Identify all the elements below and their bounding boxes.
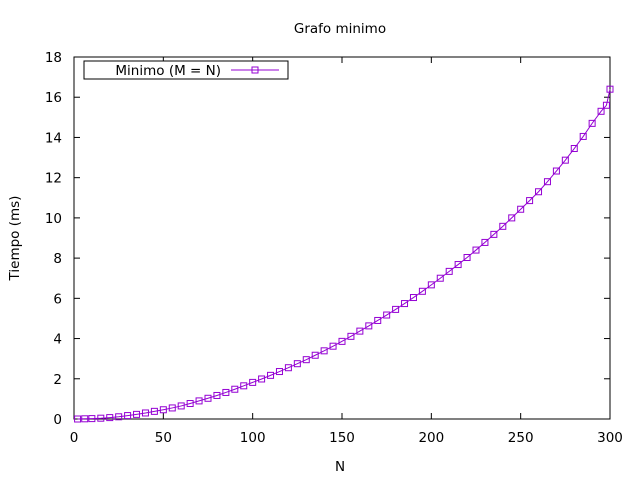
y-tick-label: 8	[53, 251, 62, 267]
data-point-marker	[365, 322, 373, 330]
legend: Minimo (M = N)	[83, 60, 289, 80]
data-point-marker	[320, 347, 328, 355]
data-point-marker	[543, 178, 551, 186]
data-point-marker	[597, 107, 605, 115]
data-point-marker	[508, 214, 516, 222]
data-point-marker	[499, 222, 507, 230]
series-line	[77, 89, 611, 420]
x-tick-label: 300	[597, 430, 623, 446]
data-point-marker	[284, 364, 292, 372]
y-tick-label: 16	[45, 90, 62, 106]
data-point-marker	[141, 409, 149, 417]
y-tick-label: 6	[53, 291, 62, 307]
x-tick-label: 100	[240, 430, 266, 446]
data-point-marker	[249, 378, 257, 386]
data-point-marker	[293, 360, 301, 368]
x-axis-label: N	[335, 459, 345, 475]
data-point-marker	[186, 400, 194, 408]
data-point-marker	[606, 85, 614, 93]
plot-frame	[73, 56, 611, 420]
data-point-marker	[347, 332, 355, 340]
data-point-marker	[168, 404, 176, 412]
data-point-marker	[97, 414, 105, 422]
data-point-marker	[204, 394, 212, 402]
data-point-marker	[106, 414, 114, 422]
data-point-marker	[311, 351, 319, 359]
y-tick-label: 14	[45, 130, 62, 146]
data-point-marker	[526, 197, 534, 205]
series-layer	[74, 85, 614, 423]
data-point-marker	[436, 274, 444, 282]
data-point-marker	[195, 397, 203, 405]
data-point-marker	[445, 267, 453, 275]
y-axis-label: Tiempo (ms)	[7, 196, 23, 282]
y-tick-label: 0	[53, 412, 62, 428]
data-point-marker	[490, 230, 498, 238]
data-point-marker	[383, 311, 391, 319]
data-point-marker	[115, 413, 123, 421]
x-tick-label: 150	[329, 430, 355, 446]
data-point-marker	[579, 132, 587, 140]
data-point-marker	[267, 371, 275, 379]
legend-marker-sample	[251, 66, 259, 74]
data-point-marker	[374, 316, 382, 324]
data-point-marker	[356, 327, 364, 335]
data-point-marker	[159, 406, 167, 414]
y-tick-label: 18	[45, 50, 62, 66]
data-point-marker	[124, 412, 132, 420]
data-point-marker	[427, 281, 435, 289]
data-point-marker	[258, 375, 266, 383]
data-point-marker	[481, 238, 489, 246]
data-point-marker	[409, 294, 417, 302]
data-point-marker	[418, 287, 426, 295]
x-tick-label: 0	[70, 430, 79, 446]
data-point-marker	[517, 205, 525, 213]
data-point-marker	[472, 246, 480, 254]
y-tick-label: 4	[53, 332, 62, 348]
data-point-marker	[570, 145, 578, 153]
legend-series-label: Minimo (M = N)	[115, 63, 221, 79]
x-tick-label: 50	[155, 430, 172, 446]
x-tick-label: 250	[508, 430, 534, 446]
y-tick-label: 12	[45, 171, 62, 187]
axis-ticks: 0 50 100 150 200 250 300 0 2 4 6 8 10 12 14 16 18	[45, 50, 623, 446]
x-tick-label: 200	[418, 430, 444, 446]
data-point-marker	[463, 254, 471, 262]
data-point-marker	[133, 410, 141, 418]
data-point-marker	[401, 300, 409, 308]
data-point-marker	[177, 402, 185, 410]
data-point-marker	[302, 356, 310, 364]
data-point-marker	[602, 101, 610, 109]
y-tick-label: 2	[53, 372, 62, 388]
data-point-marker	[552, 167, 560, 175]
data-point-marker	[275, 368, 283, 376]
chart-title: Grafo minimo	[294, 21, 386, 37]
data-point-marker	[88, 415, 96, 423]
data-point-marker	[240, 382, 248, 390]
data-point-marker	[222, 388, 230, 396]
data-point-marker	[329, 342, 337, 350]
data-point-marker	[74, 415, 82, 423]
legend-box	[83, 60, 289, 80]
data-point-marker	[231, 385, 239, 393]
data-point-marker	[561, 156, 569, 164]
data-point-marker	[588, 119, 596, 127]
y-tick-label: 10	[45, 211, 62, 227]
data-point-marker	[392, 305, 400, 313]
data-point-marker	[213, 391, 221, 399]
data-point-marker	[454, 261, 462, 269]
data-point-marker	[81, 415, 89, 423]
data-point-marker	[150, 407, 158, 415]
data-point-marker	[535, 188, 543, 196]
data-point-marker	[338, 337, 346, 345]
